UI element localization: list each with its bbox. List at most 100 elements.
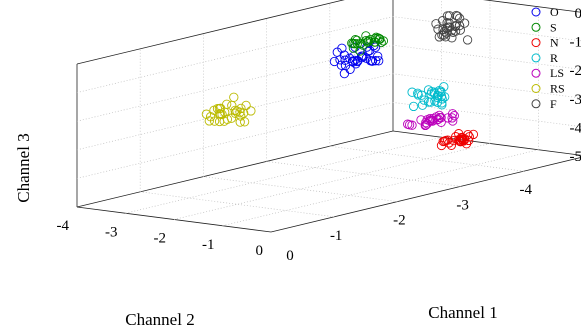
legend-marker: [531, 7, 541, 17]
data-point: [362, 37, 373, 47]
axes-box: [76, 0, 581, 233]
data-point: [371, 56, 381, 66]
legend-item-s: S: [531, 20, 557, 34]
z-tick-label: 0: [575, 6, 581, 22]
data-point: [347, 38, 357, 48]
data-point: [214, 116, 225, 127]
data-point: [419, 95, 429, 105]
data-point: [447, 33, 457, 43]
series-rs: [201, 92, 256, 127]
legend-label: F: [550, 97, 557, 111]
data-point: [468, 129, 479, 140]
data-point: [407, 120, 417, 130]
grid-line-back-z: [76, 16, 394, 93]
legend-item-o: O: [531, 5, 559, 19]
z-tick-label: -4: [570, 120, 581, 136]
data-point: [219, 116, 229, 126]
y-axis-label: Channel 2: [125, 310, 194, 329]
data-point: [363, 36, 374, 46]
series-s: [347, 31, 389, 56]
data-point: [209, 105, 219, 115]
legend-item-ls: LS: [531, 66, 564, 80]
y-tick-label: -4: [57, 218, 70, 234]
data-point: [440, 92, 450, 102]
data-point: [373, 51, 383, 61]
data-point: [462, 35, 473, 45]
legend-marker: [531, 53, 541, 63]
grid-line-floor-x: [140, 191, 335, 218]
data-point: [437, 30, 447, 40]
grid-line-back-z: [76, 102, 394, 179]
z-tick-label: -3: [570, 92, 581, 108]
grid-line-back-z: [76, 73, 394, 151]
z-tick-label: -1: [570, 35, 581, 51]
data-point: [434, 110, 444, 121]
data-point: [443, 22, 453, 32]
data-point: [214, 103, 225, 114]
series-n: [436, 129, 479, 151]
axis-edge: [392, 130, 581, 156]
data-point: [427, 87, 437, 97]
data-point: [454, 13, 465, 23]
data-point: [427, 116, 438, 126]
grid-line-floor-y: [125, 136, 442, 214]
y-tick-label: 0: [256, 243, 264, 259]
data-point: [447, 109, 458, 119]
x-tick-label: -3: [456, 197, 469, 213]
data-point: [214, 109, 225, 119]
data-point: [209, 116, 220, 126]
data-point: [355, 46, 365, 56]
data-point: [438, 25, 448, 35]
data-point: [413, 88, 423, 98]
data-point: [246, 106, 256, 116]
data-point: [351, 59, 361, 69]
series-r: [407, 82, 450, 112]
y-tick-label: -1: [202, 237, 215, 253]
legend-item-r: R: [531, 51, 558, 65]
data-point: [441, 28, 452, 38]
data-point: [367, 56, 377, 66]
series-f: [431, 10, 473, 45]
data-point: [241, 100, 251, 111]
data-point: [363, 46, 373, 57]
data-point: [365, 45, 375, 56]
data-point: [229, 92, 239, 102]
legend-marker: [531, 38, 541, 48]
data-point: [348, 57, 358, 67]
data-point: [361, 31, 371, 41]
data-point: [436, 113, 446, 123]
data-point: [374, 56, 384, 66]
x-tick-label: -4: [520, 182, 533, 198]
axis-edge: [76, 0, 345, 65]
z-tick-label: -5: [570, 149, 581, 165]
data-point: [442, 18, 452, 28]
data-point: [407, 87, 417, 97]
data-point: [373, 33, 383, 43]
data-point: [437, 16, 448, 26]
data-point: [422, 119, 432, 129]
legend-item-rs: RS: [531, 82, 565, 96]
x-tick-label: -2: [393, 213, 406, 229]
legend-label: O: [550, 5, 559, 19]
legend-marker: [531, 84, 541, 93]
data-point: [426, 115, 436, 125]
data-point: [220, 107, 230, 117]
z-tick-label: -2: [570, 63, 581, 79]
tick-labels: 0-1-2-3-4-5-1-2-3-4-50-1-2-3-40: [57, 6, 581, 264]
series-o: [329, 40, 384, 79]
data-point: [201, 109, 212, 119]
legend-label: R: [550, 51, 558, 65]
legend-label: RS: [550, 82, 565, 96]
data-point: [448, 116, 458, 126]
z-axis-label: Channel 3: [14, 133, 33, 202]
x-tick-label: -1: [330, 228, 343, 244]
axis-edge: [76, 130, 394, 208]
data-point: [230, 108, 241, 118]
x-axis-label: Channel 1: [428, 303, 497, 322]
legend-label: N: [550, 36, 559, 50]
data-point: [449, 111, 459, 121]
origin-tick-label: 0: [286, 248, 294, 264]
data-point: [444, 11, 455, 21]
